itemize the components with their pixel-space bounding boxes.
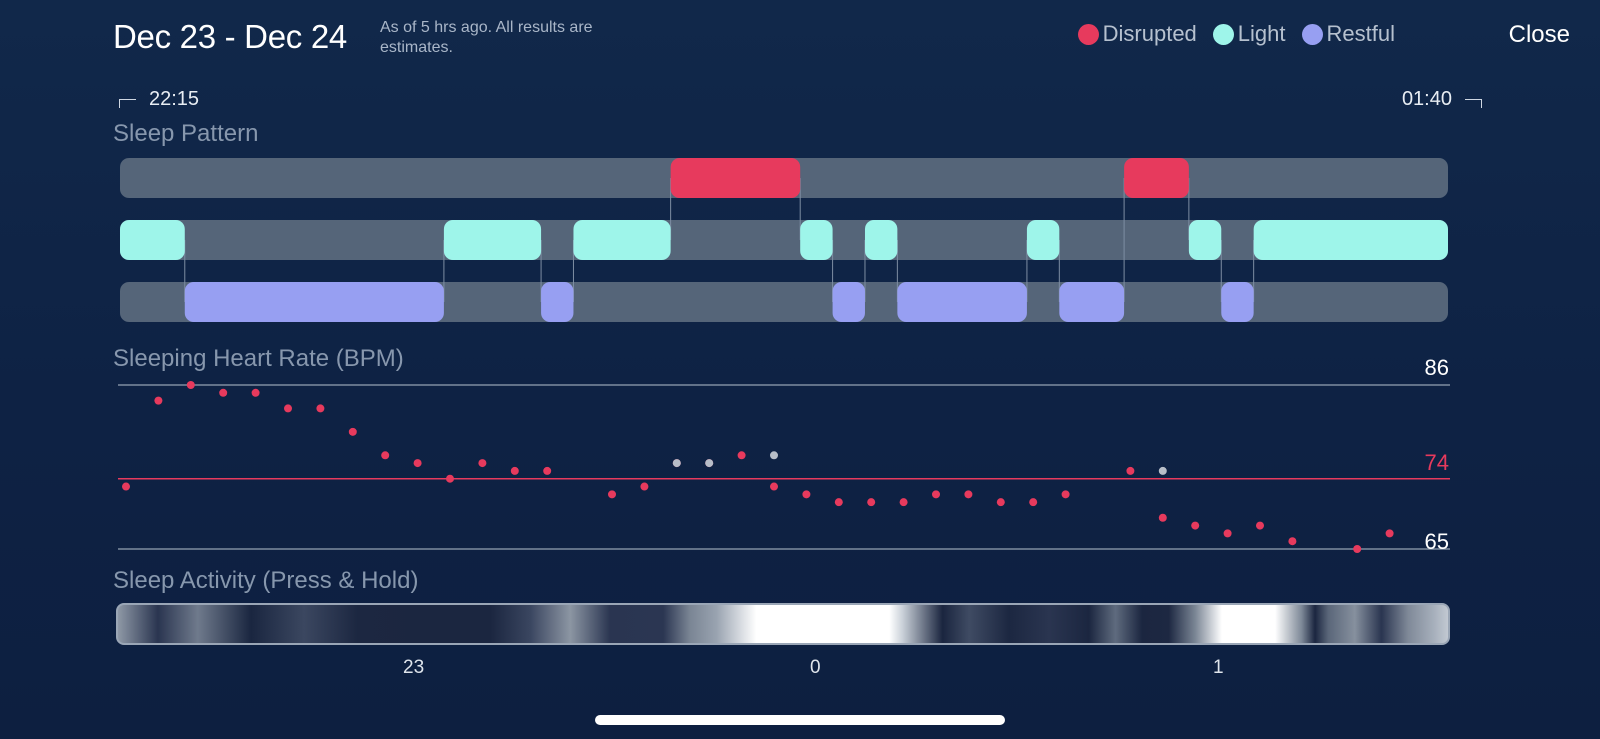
hr-point: [834, 498, 843, 507]
legend-item-restful: Restful: [1301, 21, 1395, 47]
disrupted-dot-icon: [1077, 23, 1099, 45]
pattern-segment-light: [1026, 220, 1060, 260]
pattern-segment-light: [800, 220, 833, 260]
hr-point: [1126, 466, 1135, 475]
pattern-segment-restful: [1221, 282, 1254, 322]
pattern-segment-restful: [832, 282, 865, 322]
hr-point: [1353, 545, 1362, 553]
hr-point-gray: [770, 451, 778, 460]
hr-point: [1158, 513, 1167, 522]
hr-point: [1223, 529, 1232, 538]
range-end-label: 01:40: [1401, 88, 1452, 110]
bracket-start-icon: [119, 99, 136, 108]
sleep-activity-title: Sleep Activity (Press & Hold): [113, 567, 419, 594]
restful-dot-icon: [1301, 23, 1323, 45]
pattern-segment-disrupted: [1124, 158, 1189, 198]
home-indicator[interactable]: [595, 715, 1005, 725]
hr-point: [446, 474, 454, 483]
hr-point: [510, 466, 519, 475]
light-dot-icon: [1212, 23, 1234, 45]
legend-item-disrupted: Disrupted: [1077, 21, 1197, 47]
hr-point-gray: [1158, 466, 1167, 475]
hr-point: [219, 388, 228, 397]
heart-rate-title: Sleeping Heart Rate (BPM): [113, 345, 404, 372]
hr-point: [186, 381, 195, 389]
hr-point: [737, 451, 746, 460]
range-end: 01:40: [1402, 88, 1482, 111]
hr-point: [640, 482, 649, 491]
hr-point: [1288, 537, 1297, 546]
hr-point: [996, 498, 1005, 507]
date-range-title: Dec 23 - Dec 24: [113, 18, 347, 55]
tick-label-23: 23: [403, 657, 425, 678]
hr-max-label: 86: [1424, 355, 1449, 380]
hr-point: [1256, 521, 1264, 530]
hr-point: [122, 482, 130, 491]
pattern-segment-light: [573, 220, 671, 260]
hr-point: [543, 466, 552, 475]
pattern-segment-light: [864, 220, 898, 260]
bracket-end-icon: [1465, 99, 1482, 108]
legend-label-light: Light: [1237, 21, 1286, 46]
pattern-segment-restful: [1059, 282, 1125, 322]
hr-point: [1385, 529, 1394, 538]
hr-point: [348, 427, 357, 436]
hr-point: [1191, 521, 1200, 530]
pattern-segment-restful: [541, 282, 574, 322]
hr-point-gray: [672, 459, 681, 468]
legend-label-restful: Restful: [1326, 21, 1395, 46]
legend-label-disrupted: Disrupted: [1102, 21, 1197, 46]
tick-label-0: 0: [810, 657, 821, 678]
tick-label-1: 1: [1213, 657, 1224, 678]
hr-point: [154, 396, 163, 405]
pattern-segment-disrupted: [670, 158, 801, 198]
hr-min-label: 65: [1424, 529, 1449, 554]
hr-point: [251, 388, 260, 397]
hr-point: [608, 490, 616, 499]
close-button[interactable]: Close: [1508, 21, 1570, 48]
sleep-pattern-title: Sleep Pattern: [113, 120, 259, 147]
legend: Disrupted Light Restful: [1062, 21, 1395, 47]
hr-point: [964, 490, 973, 499]
range-start-label: 22:15: [149, 88, 200, 110]
hr-avg-label: 74: [1424, 450, 1449, 475]
hr-point: [1061, 490, 1070, 499]
hr-point: [932, 490, 940, 499]
hr-point: [867, 498, 876, 507]
pattern-segment-restful: [184, 282, 444, 322]
hr-point-gray: [705, 459, 714, 468]
range-start: 22:15: [119, 88, 199, 111]
hr-point: [1029, 498, 1038, 507]
pattern-segment-light: [443, 220, 542, 260]
legend-item-light: Light: [1212, 21, 1286, 47]
hr-point: [316, 404, 325, 413]
hr-point: [381, 451, 390, 460]
hr-point: [802, 490, 811, 499]
hr-point: [413, 459, 422, 468]
hr-point: [478, 459, 487, 468]
hr-point: [770, 482, 778, 491]
hr-point: [284, 404, 292, 413]
pattern-segment-light: [120, 220, 185, 260]
hr-point: [899, 498, 908, 507]
pattern-segment-light: [1253, 220, 1448, 260]
pattern-segment-restful: [897, 282, 1027, 322]
estimate-note: As of 5 hrs ago. All results are estimat…: [380, 19, 593, 56]
pattern-segment-light: [1188, 220, 1222, 260]
sleep-activity-bar[interactable]: [116, 603, 1450, 645]
